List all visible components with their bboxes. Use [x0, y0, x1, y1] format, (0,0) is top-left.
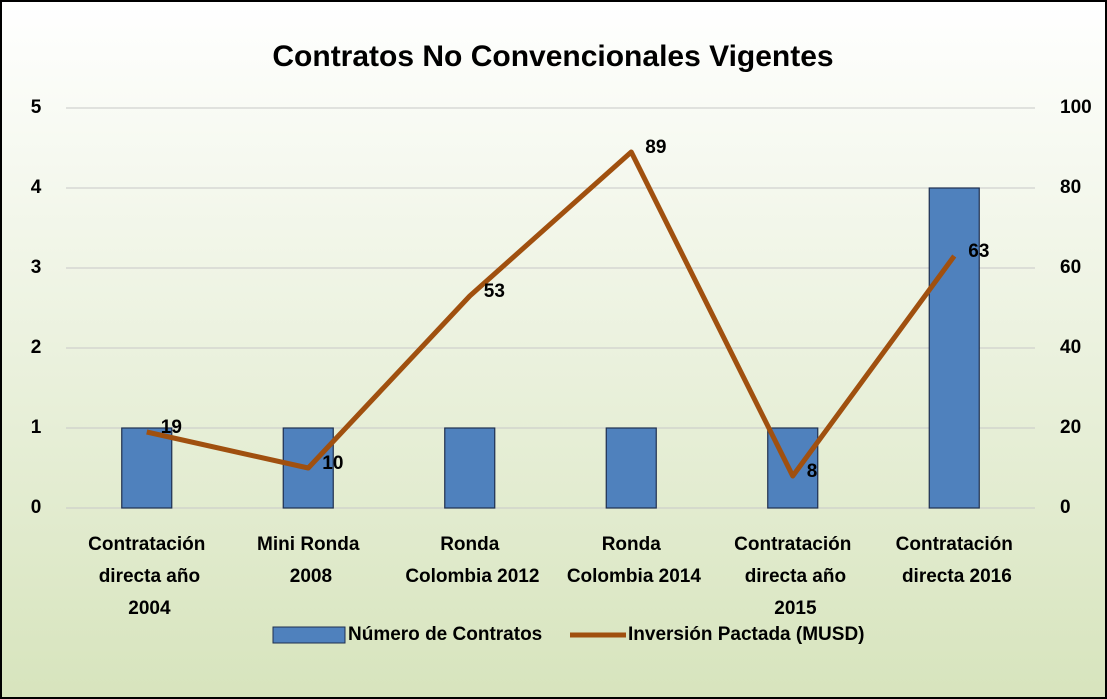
y2-tick-label: 40 [1060, 337, 1081, 358]
data-label: 63 [968, 241, 989, 262]
y2-tick-label: 100 [1060, 97, 1092, 118]
y-tick-label: 5 [31, 97, 42, 118]
y-tick-label: 3 [31, 257, 42, 278]
y2-tick-label: 20 [1060, 417, 1081, 438]
y-tick-label: 2 [31, 337, 42, 358]
x-tick-label: Mini Ronda 2008 [257, 534, 360, 587]
data-label: 10 [322, 453, 343, 474]
data-label: 53 [484, 281, 505, 302]
legend-label: Inversión Pactada (MUSD) [628, 624, 865, 645]
data-label: 8 [807, 461, 818, 482]
bar [121, 427, 173, 509]
y2-tick-label: 80 [1060, 177, 1081, 198]
bar [928, 187, 980, 509]
bar [444, 427, 496, 509]
data-label: 19 [161, 417, 182, 438]
y-tick-label: 4 [31, 177, 42, 198]
bar [605, 427, 657, 509]
x-tick-label: Ronda Colombia 2014 [562, 534, 702, 587]
x-tick-label: Contratación directa año 2015 [734, 534, 851, 619]
chart-title: Contratos No Convencionales Vigentes [272, 40, 833, 73]
data-label: 89 [645, 137, 666, 158]
y-tick-label: 0 [31, 497, 42, 518]
line [146, 149, 957, 479]
legend-label: Número de Contratos [348, 624, 542, 645]
x-tick-label: Contratación directa año 2004 [88, 534, 205, 619]
x-tick-label: Contratación directa 2016 [896, 534, 1013, 587]
y2-tick-label: 60 [1060, 257, 1081, 278]
legend-swatch [272, 626, 346, 644]
y2-tick-label: 0 [1060, 497, 1071, 518]
x-tick-label: Ronda Colombia 2012 [400, 534, 539, 587]
y-tick-label: 1 [31, 417, 42, 438]
